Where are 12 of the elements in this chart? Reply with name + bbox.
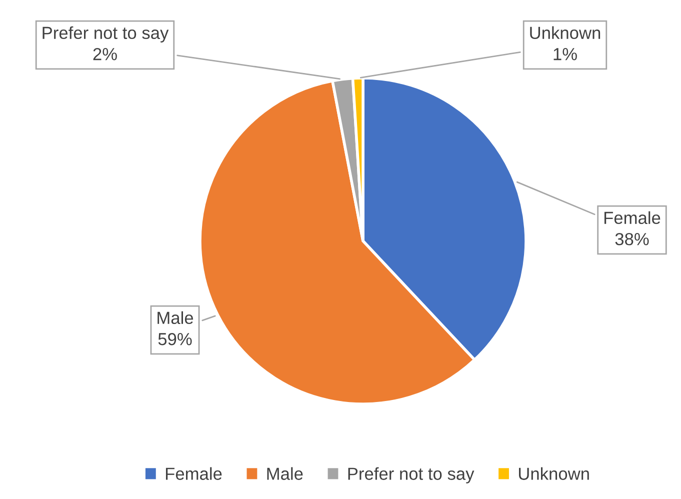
data-label: 59%	[158, 332, 192, 346]
slice-label: Female	[604, 211, 660, 224]
slice-label: Unknown	[530, 26, 600, 40]
slice-label: Prefer not to say	[42, 26, 169, 42]
slice-label: Male	[158, 311, 194, 324]
data-label: 1%	[554, 48, 577, 60]
data-label: 38%	[615, 232, 649, 246]
data-label: 2%	[93, 48, 117, 60]
legend-label: Female	[166, 467, 222, 480]
legend-label: Prefer not to say	[348, 467, 474, 484]
legend-label: Male	[267, 467, 303, 480]
legend-label: Unknown	[518, 467, 589, 480]
